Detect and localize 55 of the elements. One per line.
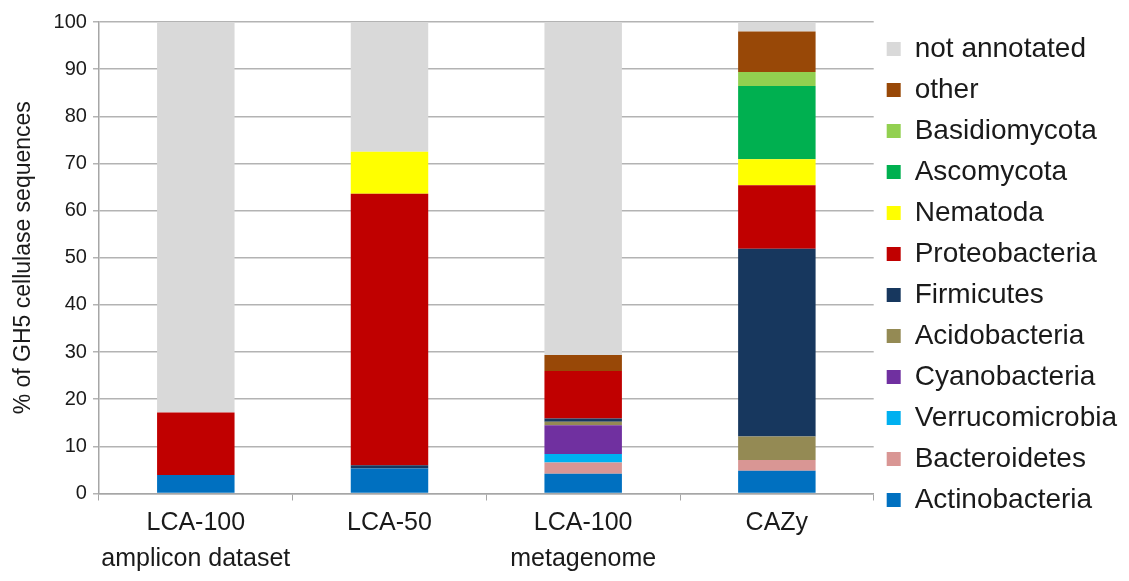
y-tick-label: 50 bbox=[64, 245, 87, 268]
bar bbox=[157, 412, 235, 476]
bar bbox=[544, 462, 622, 474]
y-tick-label: 60 bbox=[64, 198, 87, 221]
bar bbox=[350, 465, 429, 469]
bar bbox=[738, 31, 816, 72]
bar bbox=[738, 159, 816, 186]
y-axis-title: % of GH5 cellulase sequences bbox=[9, 101, 36, 415]
bar bbox=[544, 421, 622, 426]
legend-label: Basidiomycota bbox=[914, 113, 1098, 145]
bar bbox=[544, 370, 622, 419]
legend-label: Verrucomicrobia bbox=[914, 400, 1118, 432]
bar bbox=[544, 418, 622, 422]
legend-label: not annotated bbox=[914, 31, 1086, 63]
bar bbox=[544, 354, 622, 371]
bar bbox=[738, 185, 816, 249]
bar bbox=[738, 460, 816, 471]
bar bbox=[544, 473, 622, 493]
bar bbox=[350, 468, 429, 493]
x-tick-label: LCA-100 amplicon dataset bbox=[101, 506, 291, 571]
legend-label: Acidobacteria bbox=[914, 318, 1085, 350]
y-tick-label: 30 bbox=[64, 339, 87, 362]
legend-label: Cyanobacteria bbox=[914, 359, 1096, 391]
y-tick-label: 100 bbox=[53, 9, 87, 32]
legend-label: Proteobacteria bbox=[914, 236, 1098, 268]
bar bbox=[738, 22, 816, 32]
bar bbox=[738, 436, 816, 461]
bar bbox=[350, 193, 429, 466]
y-tick-label: 10 bbox=[64, 433, 87, 456]
bar bbox=[544, 453, 622, 463]
bar bbox=[157, 475, 235, 493]
x-tick-label: LCA-50 bbox=[347, 506, 432, 535]
y-tick-label: 40 bbox=[64, 292, 87, 315]
bar bbox=[738, 71, 816, 87]
legend-label: Actinobacteria bbox=[914, 482, 1093, 514]
bar bbox=[544, 425, 622, 454]
bar bbox=[738, 470, 816, 493]
y-tick-label: 80 bbox=[64, 103, 87, 126]
y-tick-label: 0 bbox=[75, 481, 87, 504]
bar bbox=[157, 22, 235, 413]
x-tick-label: LCA-100 metagenome bbox=[510, 506, 657, 571]
legend-label: Ascomycota bbox=[914, 154, 1068, 186]
bar bbox=[544, 22, 622, 355]
bar bbox=[350, 22, 429, 152]
y-tick-label: 90 bbox=[64, 56, 87, 79]
bar bbox=[738, 86, 816, 160]
legend-label: other bbox=[914, 72, 979, 104]
bar bbox=[350, 151, 429, 194]
y-tick-label: 70 bbox=[64, 150, 87, 173]
legend-label: Nematoda bbox=[914, 195, 1045, 227]
y-tick-label: 20 bbox=[64, 386, 87, 409]
legend-label: Firmicutes bbox=[914, 277, 1044, 309]
x-tick-label: CAZy bbox=[745, 506, 809, 535]
legend-label: Bacteroidetes bbox=[914, 441, 1086, 473]
bar bbox=[738, 248, 816, 437]
